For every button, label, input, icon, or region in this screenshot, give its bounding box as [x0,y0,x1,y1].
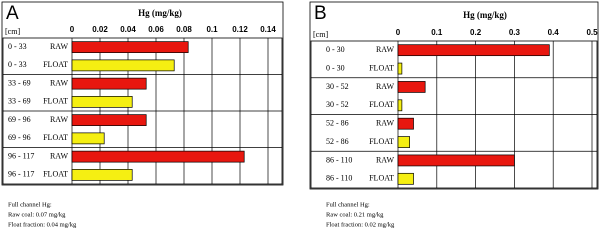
bar [397,44,550,57]
row-depth: 86 - 110 [326,174,352,183]
y-axis-label: [cm] [313,30,328,39]
row-fraction: RAW [50,151,68,160]
row-fraction: FLOAT [43,170,68,179]
row-fraction: RAW [50,42,68,51]
x-tick-label: 0.12 [232,25,248,34]
bar [71,77,147,90]
row-depth: 30 - 52 [326,100,349,109]
x-tick-label: 0.5 [586,28,598,37]
row-fraction: FLOAT [43,97,68,106]
footnote: Full channel Hg: [8,201,52,208]
row-fraction: RAW [376,82,394,91]
x-tick-label: 0.04 [120,25,136,34]
bar [397,81,426,93]
x-tick-label: 0.02 [92,25,108,34]
panel-label: B [314,3,327,24]
row-depth: 52 - 86 [326,119,349,128]
footnote: Raw coal: 0.21 mg/kg [326,211,384,218]
row-depth: 96 - 117 [8,170,34,179]
x-tick-label: 0.1 [431,28,443,37]
row-fraction: RAW [376,45,394,54]
row-fraction: RAW [50,78,68,87]
row-depth: 69 - 96 [8,115,31,124]
row-depth: 33 - 69 [8,78,31,87]
row-fraction: FLOAT [369,174,394,183]
row-depth: 0 - 30 [326,45,345,54]
x-tick-label: 0.06 [148,25,164,34]
row-depth: 52 - 86 [326,137,349,146]
bar [71,132,105,145]
footnote: Raw coal: 0.07 mg/kg [8,211,66,218]
row-fraction: FLOAT [43,60,68,69]
bar [397,99,403,112]
bar [397,62,403,75]
row-fraction: RAW [376,119,394,128]
bar [397,154,515,167]
footnote: Float fraction: 0.04 mg/kg [8,221,77,228]
bar [397,136,410,148]
bar [71,169,133,181]
row-fraction: FLOAT [369,63,394,72]
y-axis-label: [cm] [5,27,20,36]
x-tick-label: 0.4 [548,28,560,37]
x-tick-label: 0.1 [206,25,218,34]
row-depth: 33 - 69 [8,97,31,106]
bar [71,150,245,163]
x-tick-label: 0.08 [176,25,192,34]
x-tick-label: 0.3 [509,28,521,37]
bar [71,96,133,108]
x-tick-label: 0 [70,25,75,34]
panel-frame [1,1,284,186]
x-tick-label: 0 [396,28,401,37]
row-fraction: FLOAT [43,133,68,142]
panel-label: A [6,3,19,24]
bar [397,172,414,185]
row-depth: 0 - 33 [8,42,27,51]
row-depth: 86 - 110 [326,155,352,164]
row-fraction: FLOAT [369,100,394,109]
footnote: Float fraction: 0.02 mg/kg [326,221,395,228]
row-fraction: FLOAT [369,137,394,146]
footnote: Full channel Hg: [326,201,370,208]
row-fraction: RAW [376,155,394,164]
chart-title: Hg (mg/kg) [138,8,182,18]
row-depth: 0 - 30 [326,63,345,72]
panel-frame [309,1,599,190]
x-tick-label: 0.2 [470,28,482,37]
row-depth: 96 - 117 [8,151,34,160]
row-depth: 30 - 52 [326,82,349,91]
row-depth: 69 - 96 [8,133,31,142]
bar [71,114,147,126]
chart-title: Hg (mg/kg) [463,10,507,20]
figure: A Hg (mg/kg) [cm] 0 0.02 0.04 0.06 0.08 0.1 0.12 0… [1,1,599,228]
bar [71,59,175,72]
row-depth: 0 - 33 [8,60,27,69]
bar [71,41,189,53]
row-fraction: RAW [50,115,68,124]
x-tick-label: 0.14 [260,25,276,34]
bar [397,117,414,130]
